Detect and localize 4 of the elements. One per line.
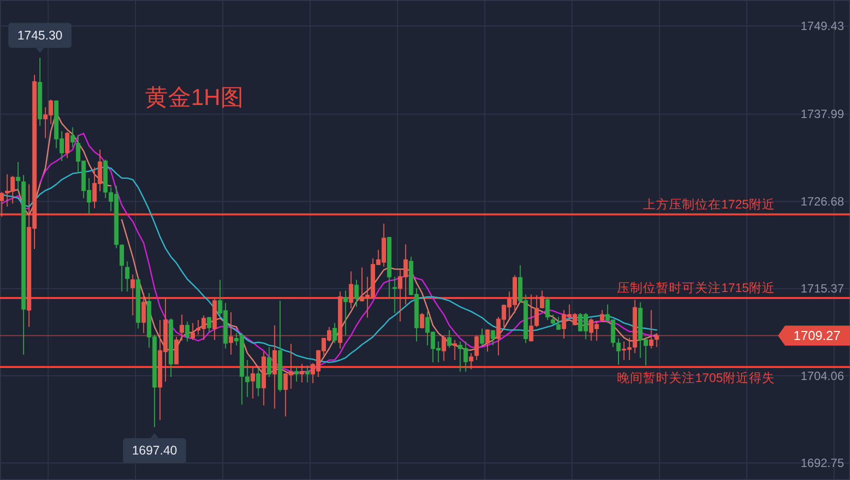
annotation: 1745.30 [17,28,63,42]
ref-line-label: 1709.27 [794,328,840,344]
annotation: 1697.40 [132,444,178,458]
title: 黄金1H图 [145,84,244,110]
